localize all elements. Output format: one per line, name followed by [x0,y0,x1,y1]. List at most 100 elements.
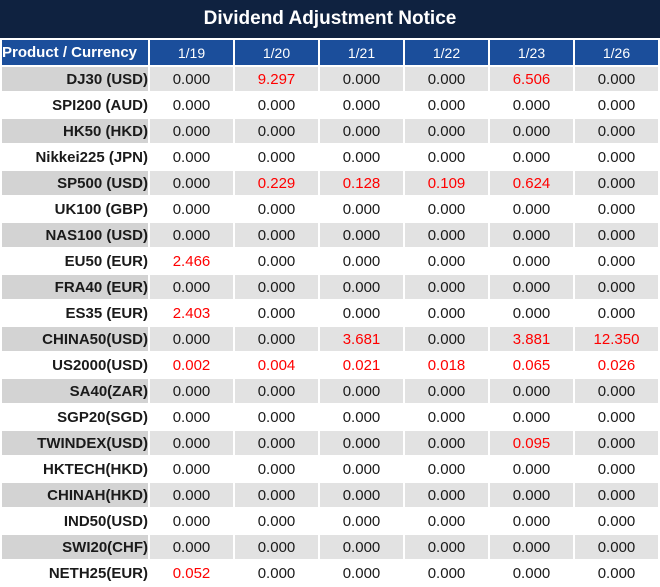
value-cell: 0.000 [235,327,318,351]
product-cell: SP500 (USD) [2,171,148,195]
value-cell: 0.000 [575,197,658,221]
value-cell: 0.000 [405,327,488,351]
product-cell: CHINA50(USD) [2,327,148,351]
value-cell: 0.000 [150,119,233,143]
value-cell: 0.128 [320,171,403,195]
product-cell: FRA40 (EUR) [2,275,148,299]
table-row: NAS100 (USD) 0.000 0.000 0.000 0.000 0.000 0.0… [2,223,658,247]
product-cell: Nikkei225 (JPN) [2,145,148,169]
value-cell: 0.000 [405,275,488,299]
value-cell: 0.000 [235,223,318,247]
value-cell: 0.000 [575,483,658,507]
value-cell: 0.000 [150,197,233,221]
value-cell: 0.000 [320,145,403,169]
table-row: UK100 (GBP) 0.000 0.000 0.000 0.000 0.000 0.00… [2,197,658,221]
header-row: Product / Currency 1/19 1/20 1/21 1/22 1… [2,40,658,65]
value-cell: 0.000 [320,431,403,455]
value-cell: 0.000 [490,535,573,559]
column-header-date-2: 1/20 [235,40,318,65]
product-cell: DJ30 (USD) [2,67,148,91]
value-cell: 0.000 [235,275,318,299]
value-cell: 2.466 [150,249,233,273]
value-cell: 0.624 [490,171,573,195]
value-cell: 0.000 [150,93,233,117]
value-cell: 0.000 [405,535,488,559]
value-cell: 0.000 [490,561,573,585]
value-cell: 0.000 [235,301,318,325]
product-cell: SPI200 (AUD) [2,93,148,117]
value-cell: 0.000 [150,145,233,169]
value-cell: 0.000 [150,379,233,403]
product-cell: SA40(ZAR) [2,379,148,403]
table-row: SPI200 (AUD) 0.000 0.000 0.000 0.000 0.000 0.0… [2,93,658,117]
value-cell: 0.000 [150,431,233,455]
value-cell: 0.000 [405,145,488,169]
value-cell: 0.000 [490,301,573,325]
value-cell: 0.000 [405,457,488,481]
product-cell: UK100 (GBP) [2,197,148,221]
product-cell: NETH25(EUR) [2,561,148,585]
value-cell: 0.000 [405,197,488,221]
value-cell: 0.000 [150,275,233,299]
table-row: HK50 (HKD) 0.000 0.000 0.000 0.000 0.000 0.000 [2,119,658,143]
value-cell: 0.000 [490,483,573,507]
product-cell: EU50 (EUR) [2,249,148,273]
value-cell: 0.000 [235,509,318,533]
value-cell: 0.000 [405,67,488,91]
table-row: Nikkei225 (JPN) 0.000 0.000 0.000 0.000 0.000… [2,145,658,169]
table-row: TWINDEX(USD) 0.000 0.000 0.000 0.000 0.095 0.0… [2,431,658,455]
table-row: NETH25(EUR) 0.052 0.000 0.000 0.000 0.000 0.00… [2,561,658,585]
value-cell: 0.000 [490,509,573,533]
value-cell: 0.000 [320,561,403,585]
table-row: CHINAH(HKD) 0.000 0.000 0.000 0.000 0.000 0.00… [2,483,658,507]
value-cell: 0.000 [575,561,658,585]
value-cell: 0.000 [575,67,658,91]
value-cell: 0.000 [405,509,488,533]
value-cell: 0.000 [575,379,658,403]
table-row: SGP20(SGD) 0.000 0.000 0.000 0.000 0.000 0.000 [2,405,658,429]
table-row: FRA40 (EUR) 0.000 0.000 0.000 0.000 0.000 0.00… [2,275,658,299]
value-cell: 3.881 [490,327,573,351]
table-header: Product / Currency 1/19 1/20 1/21 1/22 1… [2,40,658,65]
value-cell: 0.052 [150,561,233,585]
column-header-product: Product / Currency [2,40,148,65]
value-cell: 0.000 [490,405,573,429]
value-cell: 0.000 [150,327,233,351]
value-cell: 0.000 [405,249,488,273]
value-cell: 0.000 [405,223,488,247]
value-cell: 0.000 [490,275,573,299]
table-row: EU50 (EUR) 2.466 0.000 0.000 0.000 0.000 0.000 [2,249,658,273]
table-row: US2000(USD) 0.002 0.004 0.021 0.018 0.065 0.02… [2,353,658,377]
value-cell: 0.000 [235,561,318,585]
value-cell: 0.000 [320,119,403,143]
table-row: IND50(USD) 0.000 0.000 0.000 0.000 0.000 0.000 [2,509,658,533]
value-cell: 0.000 [575,171,658,195]
value-cell: 0.000 [490,93,573,117]
table-row: HKTECH(HKD) 0.000 0.000 0.000 0.000 0.000 0.00… [2,457,658,481]
value-cell: 0.000 [575,509,658,533]
value-cell: 0.000 [150,457,233,481]
column-header-date-6: 1/26 [575,40,658,65]
value-cell: 0.000 [235,483,318,507]
table-row: SP500 (USD) 0.000 0.229 0.128 0.109 0.624 0.00… [2,171,658,195]
product-cell: NAS100 (USD) [2,223,148,247]
value-cell: 0.000 [235,197,318,221]
value-cell: 0.000 [575,119,658,143]
value-cell: 0.000 [235,145,318,169]
value-cell: 0.000 [575,249,658,273]
table-body: DJ30 (USD) 0.000 9.297 0.000 0.000 6.506 0.000… [2,67,658,585]
value-cell: 0.000 [405,561,488,585]
value-cell: 0.000 [320,197,403,221]
page-title: Dividend Adjustment Notice [0,0,660,38]
value-cell: 0.000 [405,405,488,429]
value-cell: 0.000 [490,145,573,169]
value-cell: 0.000 [320,67,403,91]
value-cell: 0.000 [235,457,318,481]
value-cell: 0.000 [150,67,233,91]
column-header-date-4: 1/22 [405,40,488,65]
value-cell: 0.000 [320,249,403,273]
value-cell: 0.000 [405,431,488,455]
product-cell: IND50(USD) [2,509,148,533]
value-cell: 9.297 [235,67,318,91]
